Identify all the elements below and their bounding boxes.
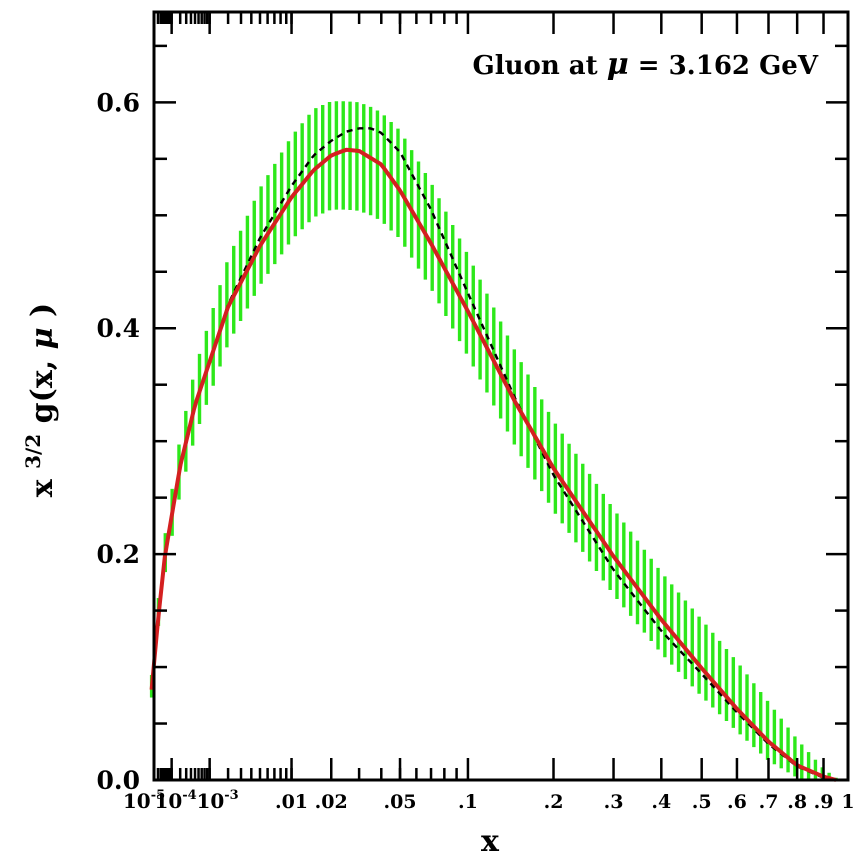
central-curve — [149, 147, 837, 782]
x-tick-labels: 10-510-4 10-3 .01 .02 .05 .1 .2 .3 .4 .5 .6 .7 .8 .9 1 — [123, 788, 855, 813]
y-tick-labels: 0.0 0.2 0.4 0.6 — [97, 88, 141, 795]
x-tick-label: .7 — [759, 791, 779, 813]
x-tick-label: .05 — [383, 791, 416, 813]
y-tick-label: 0.0 — [97, 766, 141, 795]
x-tick-label: .1 — [458, 791, 478, 813]
x-tick-label: 1 — [841, 791, 854, 813]
x-tick-label: .2 — [544, 791, 564, 813]
x-tick-label: .01 — [275, 791, 308, 813]
plot-frame — [152, 10, 850, 782]
x-tick-label: .5 — [692, 791, 712, 813]
reference-curve — [150, 127, 837, 782]
y-tick-label: 0.2 — [97, 540, 141, 569]
y-axis-title: x 3/2 g(x, μ ) — [13, 303, 60, 498]
x-tick-label: .3 — [604, 791, 624, 813]
x-tick-label: 10-3 — [196, 788, 238, 813]
x-tick-label: .6 — [727, 791, 747, 813]
central-curve-line — [149, 147, 837, 782]
x-tick-label: .4 — [651, 791, 671, 813]
x-tick-label: .8 — [787, 791, 807, 813]
x-tick-label: .9 — [814, 791, 834, 813]
x-tick-label: .02 — [315, 791, 348, 813]
axis-ticks — [152, 12, 850, 782]
y-tick-label: 0.4 — [97, 314, 141, 343]
y-tick-label: 0.6 — [97, 88, 141, 117]
reference-curve-line — [150, 127, 837, 782]
x-axis-title: x — [481, 824, 500, 856]
x-tick-label: 10-4 — [154, 788, 196, 813]
x-tick-label: 10-5 — [123, 788, 165, 813]
annotation-label: Gluon at μ = 3.162 GeV — [473, 47, 819, 82]
